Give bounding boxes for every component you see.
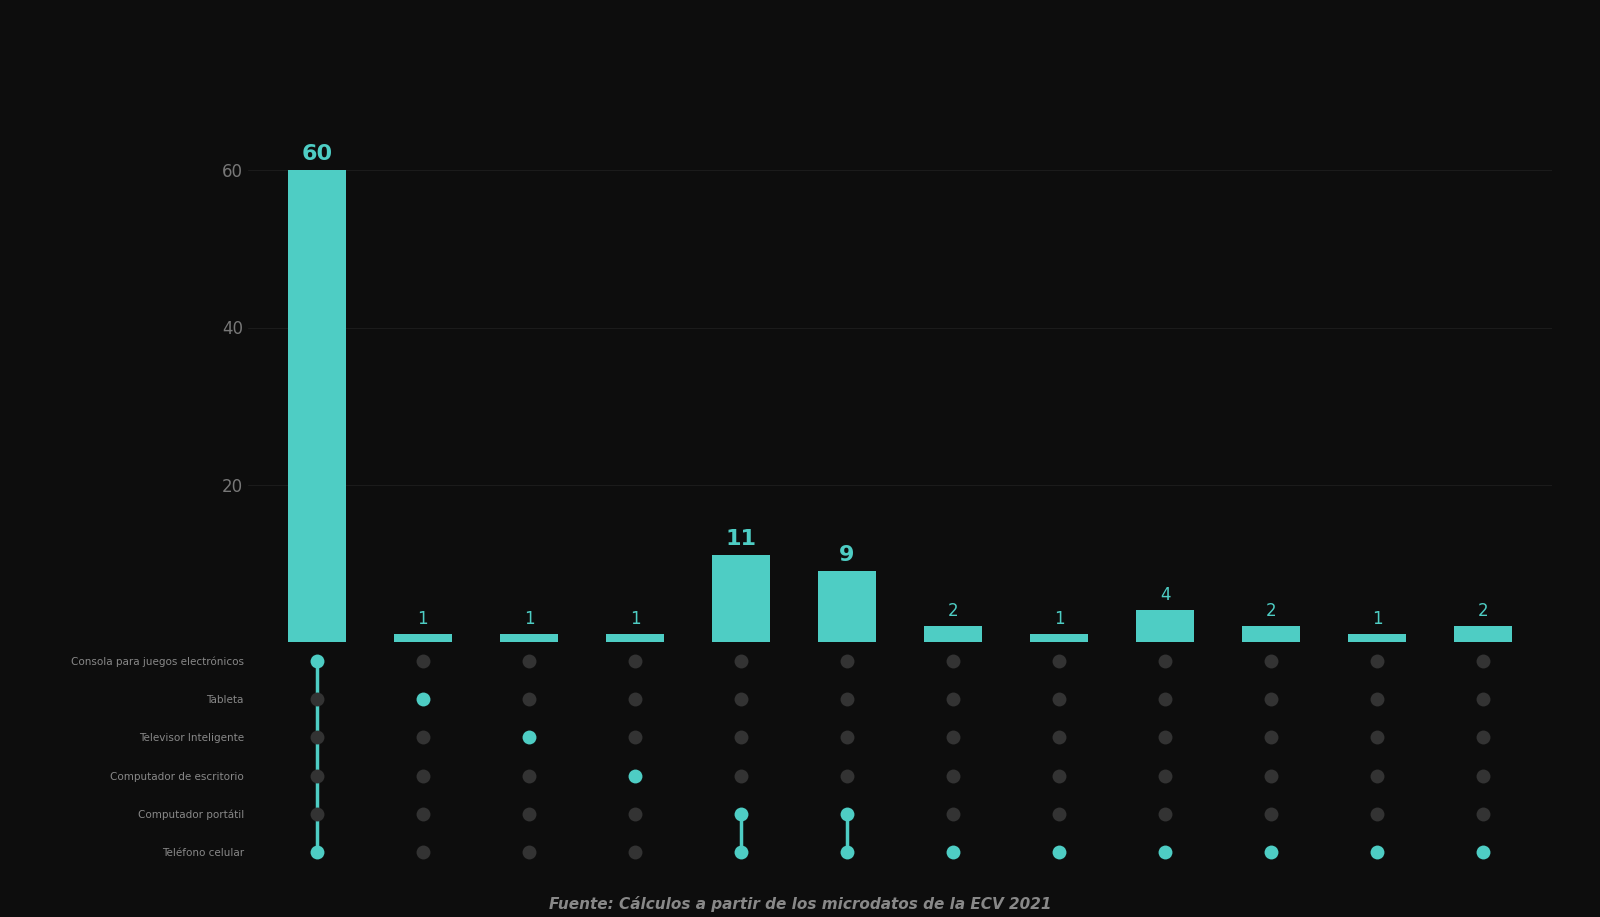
Point	[517, 768, 542, 783]
Point	[1046, 807, 1072, 822]
Point	[834, 768, 859, 783]
Bar	[499, 634, 558, 642]
Point	[1258, 692, 1283, 707]
Point	[622, 692, 648, 707]
Point	[1046, 730, 1072, 745]
Point	[1046, 692, 1072, 707]
Point	[1470, 807, 1496, 822]
Point	[728, 768, 754, 783]
Point	[517, 654, 542, 668]
Point	[1046, 654, 1072, 668]
Point	[834, 654, 859, 668]
Point	[941, 768, 966, 783]
Point	[941, 654, 966, 668]
Point	[1046, 768, 1072, 783]
Bar	[1136, 611, 1194, 642]
Text: Fuente: Cálculos a partir de los microdatos de la ECV 2021: Fuente: Cálculos a partir de los microda…	[549, 897, 1051, 912]
Point	[410, 768, 435, 783]
Point	[941, 730, 966, 745]
Point	[622, 730, 648, 745]
Bar	[1030, 634, 1088, 642]
Point	[728, 845, 754, 859]
Text: 1: 1	[630, 610, 640, 628]
Point	[410, 692, 435, 707]
Point	[1152, 730, 1178, 745]
Point	[410, 730, 435, 745]
Point	[517, 845, 542, 859]
Bar	[923, 626, 982, 642]
Point	[834, 807, 859, 822]
Point	[1365, 807, 1390, 822]
Point	[304, 692, 330, 707]
Point	[1258, 730, 1283, 745]
Bar	[394, 634, 453, 642]
Point	[517, 807, 542, 822]
Point	[304, 845, 330, 859]
Point	[1365, 692, 1390, 707]
Point	[728, 654, 754, 668]
Point	[517, 692, 542, 707]
Point	[1258, 845, 1283, 859]
Point	[1365, 730, 1390, 745]
Point	[1258, 807, 1283, 822]
Point	[410, 654, 435, 668]
Point	[410, 845, 435, 859]
Bar	[1347, 634, 1406, 642]
Point	[1046, 845, 1072, 859]
Point	[834, 692, 859, 707]
Point	[728, 692, 754, 707]
Point	[941, 807, 966, 822]
Point	[1470, 845, 1496, 859]
Point	[622, 845, 648, 859]
Point	[1365, 654, 1390, 668]
Point	[834, 845, 859, 859]
Text: 1: 1	[1371, 610, 1382, 628]
Text: 11: 11	[725, 529, 757, 549]
Point	[1470, 730, 1496, 745]
Text: 60: 60	[301, 144, 333, 164]
Text: 2: 2	[1266, 602, 1277, 620]
Point	[1152, 768, 1178, 783]
Point	[728, 730, 754, 745]
Point	[1258, 768, 1283, 783]
Point	[1152, 654, 1178, 668]
Point	[1152, 845, 1178, 859]
Text: 4: 4	[1160, 586, 1170, 604]
Text: 2: 2	[947, 602, 958, 620]
Text: 1: 1	[418, 610, 429, 628]
Point	[304, 807, 330, 822]
Point	[517, 730, 542, 745]
Point	[304, 654, 330, 668]
Text: 1: 1	[523, 610, 534, 628]
Bar	[712, 556, 770, 642]
Point	[941, 845, 966, 859]
Point	[622, 654, 648, 668]
Point	[1258, 654, 1283, 668]
Bar	[606, 634, 664, 642]
Point	[1152, 807, 1178, 822]
Point	[1365, 768, 1390, 783]
Point	[622, 768, 648, 783]
Bar	[818, 571, 877, 642]
Bar	[1242, 626, 1301, 642]
Text: 1: 1	[1054, 610, 1064, 628]
Point	[304, 730, 330, 745]
Point	[1152, 692, 1178, 707]
Point	[1365, 845, 1390, 859]
Point	[622, 807, 648, 822]
Bar	[288, 171, 346, 642]
Point	[834, 730, 859, 745]
Text: 2: 2	[1478, 602, 1488, 620]
Point	[410, 807, 435, 822]
Point	[1470, 692, 1496, 707]
Text: 9: 9	[840, 545, 854, 565]
Point	[941, 692, 966, 707]
Point	[1470, 654, 1496, 668]
Point	[304, 768, 330, 783]
Point	[1470, 768, 1496, 783]
Bar	[1454, 626, 1512, 642]
Point	[728, 807, 754, 822]
